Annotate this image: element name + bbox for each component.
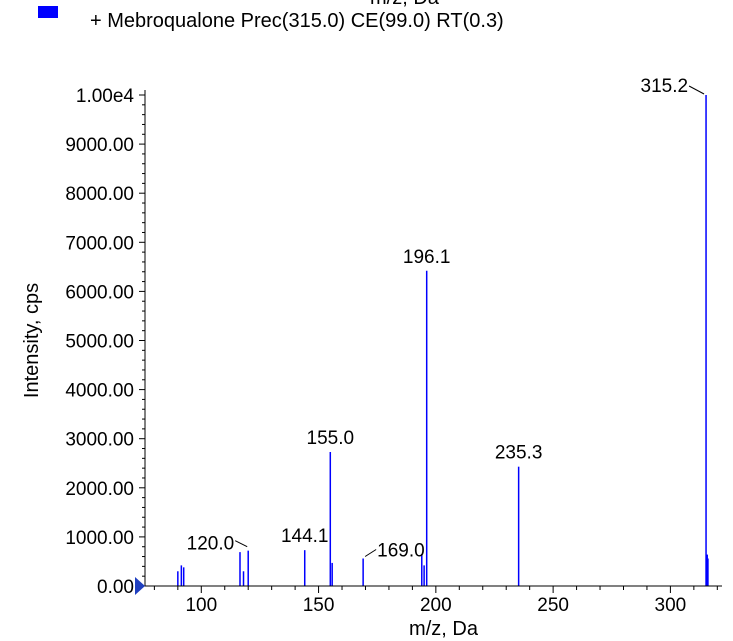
peak-label: 120.0 <box>187 534 235 555</box>
y-tick-label: 7000.00 <box>65 233 134 254</box>
x-tick-label: 300 <box>655 595 687 616</box>
y-axis-title: Intensity, cps <box>21 283 43 398</box>
y-tick-label: 1000.00 <box>65 528 134 549</box>
peak-label: 169.0 <box>377 541 425 562</box>
peak-label: 155.0 <box>307 428 355 449</box>
peak-label-leader <box>365 550 376 557</box>
y-tick-label: 3000.00 <box>65 430 134 451</box>
x-tick-label: 150 <box>303 595 335 616</box>
peak-label-leader <box>689 86 704 94</box>
y-axis-ticks: 0.00 1000.00 2000.00 3000.00 4000.00 5000.00 6… <box>65 86 145 598</box>
y-tick-label: 2000.00 <box>65 479 134 500</box>
y-tick-label: 8000.00 <box>65 184 134 205</box>
peak-label: 235.3 <box>495 443 543 464</box>
peak-label: 196.1 <box>403 247 451 268</box>
x-tick-label: 250 <box>537 595 569 616</box>
y-tick-label: 9000.00 <box>65 135 134 156</box>
y-tick-label: 6000.00 <box>65 282 134 303</box>
y-tick-label: 5000.00 <box>65 332 134 353</box>
x-tick-label: 100 <box>185 595 217 616</box>
x-tick-label: 200 <box>420 595 452 616</box>
peak-label: 144.1 <box>281 526 329 547</box>
peak-label: 315.2 <box>641 76 689 97</box>
x-axis-ticks: 100 150 200 250 300 <box>154 586 717 616</box>
spectrum-peaks <box>178 95 708 586</box>
peak-label-leader <box>235 541 247 547</box>
peak-labels: 120.0 144.1 155.0 169.0 196.1 235.3 315.2 <box>187 76 704 562</box>
y-tick-label: 1.00e4 <box>76 86 135 107</box>
origin-marker-icon[interactable] <box>135 577 145 595</box>
y-tick-label: 4000.00 <box>65 381 134 402</box>
x-axis-title: m/z, Da <box>409 618 479 640</box>
y-tick-label: 0.00 <box>97 577 134 598</box>
